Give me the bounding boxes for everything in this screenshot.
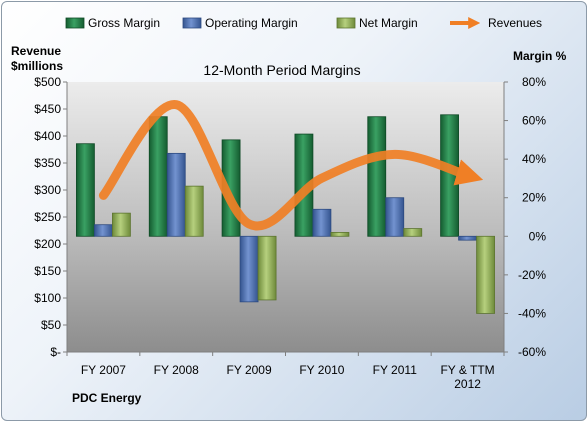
x-tick-label: FY 2007 — [81, 363, 126, 377]
legend-swatch-net-margin — [336, 17, 356, 29]
legend: Gross Margin Operating Margin Net Margin… — [65, 16, 542, 30]
x-tick-label: FY & TTM — [440, 363, 494, 377]
right-tick-label: 40% — [522, 152, 546, 166]
company-label: PDC Energy — [72, 391, 142, 405]
bar-operating-margin — [166, 152, 186, 237]
left-tick-label: $100 — [34, 291, 61, 305]
bar-operating-margin — [385, 197, 405, 237]
x-tick-label: FY 2009 — [227, 363, 272, 377]
legend-label-operating-margin: Operating Margin — [205, 16, 298, 30]
left-tick-label: $150 — [34, 264, 61, 278]
legend-swatch-gross-margin — [65, 17, 85, 29]
left-tick-label: $300 — [34, 183, 61, 197]
left-axis-label-line2: $millions — [11, 59, 63, 73]
legend-label-net-margin: Net Margin — [359, 16, 418, 30]
plot-area — [67, 82, 504, 352]
x-tick-label: FY 2008 — [154, 363, 199, 377]
left-tick-label: $500 — [34, 75, 61, 89]
legend-swatch-operating-margin — [182, 17, 202, 29]
left-tick-label: $350 — [34, 156, 61, 170]
bar-operating-margin — [312, 208, 332, 237]
left-axis-label-line1: Revenue — [11, 44, 61, 58]
bar-net-margin — [184, 185, 204, 237]
x-tick-label: FY 2011 — [373, 363, 418, 377]
bar-net-margin — [403, 228, 423, 237]
bar-operating-margin — [239, 235, 259, 303]
left-tick-label: $400 — [34, 129, 61, 143]
right-tick-label: -60% — [518, 345, 546, 359]
bar-net-margin — [112, 212, 131, 237]
legend-label-revenues: Revenues — [488, 16, 542, 30]
right-tick-label: 20% — [522, 191, 546, 205]
left-tick-label: $450 — [34, 102, 61, 116]
left-tick-label: $250 — [34, 210, 61, 224]
revenues-line — [98, 100, 484, 231]
right-tick-label: 80% — [522, 75, 546, 89]
chart-title: 12-Month Period Margins — [203, 62, 360, 78]
x-tick-label: 2012 — [454, 377, 481, 391]
right-tick-label: -40% — [518, 306, 546, 320]
bar-gross-margin — [76, 143, 95, 237]
bar-gross-margin — [148, 116, 168, 237]
bar-net-margin — [257, 235, 277, 301]
bar-gross-margin — [367, 116, 387, 237]
bar-operating-margin — [458, 235, 477, 241]
right-axis-label: Margin % — [513, 49, 567, 63]
right-tick-label: 0% — [529, 229, 547, 243]
left-tick-label: $- — [50, 345, 61, 359]
x-tick-label: FY 2010 — [299, 363, 344, 377]
legend-label-gross-margin: Gross Margin — [88, 16, 160, 30]
bar-operating-margin — [94, 224, 113, 237]
left-tick-label: $200 — [34, 237, 61, 251]
right-tick-label: 60% — [522, 114, 546, 128]
right-tick-label: -20% — [518, 268, 546, 282]
bar-net-margin — [476, 235, 495, 314]
left-tick-label: $50 — [41, 318, 61, 332]
bar-net-margin — [330, 232, 350, 237]
